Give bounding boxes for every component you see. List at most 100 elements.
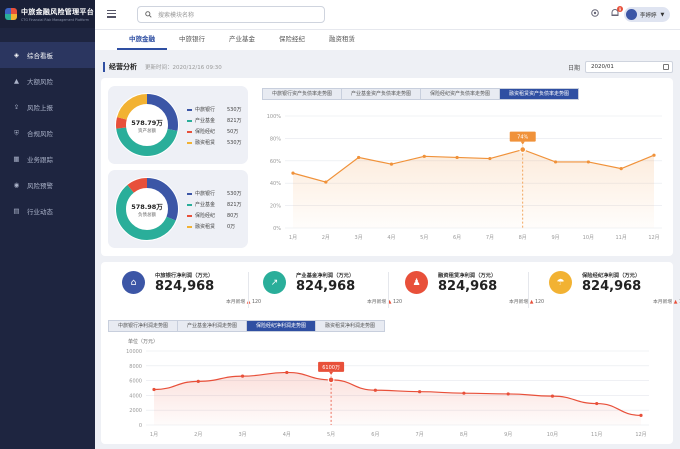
y-tick-label: 40%	[270, 181, 281, 187]
chart-tab-1[interactable]: 产业基金净利润走势图	[178, 321, 248, 331]
sidebar-menu: ◈ 综合看板 ▲ 大额风险 ⇪ 风险上报 ⛨ 合规风险 ▦ 业务跟踪 ◉ 风险预警 ▤ 行业动态	[0, 42, 95, 224]
data-point	[462, 391, 466, 395]
data-point	[652, 153, 656, 157]
bell-icon	[611, 9, 619, 16]
sidebar-item-3[interactable]: ⛨ 合规风险	[0, 120, 95, 146]
legend-name: 融资租赁	[195, 224, 216, 230]
asset-legend: 中旅银行 530万 产业基金 821万 保险经纪 50万 融资租赁 530万	[187, 104, 242, 148]
y-tick-label: 10000	[126, 349, 142, 355]
legend-value: 821万	[227, 118, 242, 124]
data-point	[389, 162, 394, 166]
legend-value: 530万	[227, 191, 242, 197]
legend-item: 融资租赁 530万	[187, 137, 242, 148]
sidebar-item-label: 风险预警	[27, 182, 53, 190]
data-point	[586, 160, 590, 164]
warning-icon: ◉	[13, 181, 20, 189]
x-tick-label: 3月	[238, 432, 246, 438]
sidebar-item-6[interactable]: ▤ 行业动态	[0, 198, 95, 224]
calendar-icon	[663, 64, 669, 70]
donut-slice	[116, 94, 178, 156]
kpi-note: 本月新增 ▲ 120	[509, 298, 544, 305]
legend-name: 中旅银行	[195, 107, 216, 113]
tab-4[interactable]: 融资租赁	[329, 35, 355, 43]
kpi-delta: 120	[392, 300, 403, 305]
data-point	[488, 156, 492, 161]
chart-tab-1[interactable]: 产业基金资产负债率走势图	[342, 89, 422, 99]
topbar: 搜索模块名称 9 李婷婷 ▼	[95, 0, 680, 30]
donut-slice	[116, 178, 178, 240]
menu-toggle-icon[interactable]	[107, 10, 116, 18]
notification-badge: 9	[617, 6, 623, 12]
x-tick-label: 9月	[504, 432, 512, 438]
x-tick-label: 11月	[615, 235, 626, 241]
y-tick-label: 0	[139, 423, 142, 429]
y-tick-label: 8000	[129, 364, 142, 370]
liability-legend: 中旅银行 530万 产业基金 821万 保险经纪 80万 融资租赁 0万	[187, 188, 242, 232]
y-tick-label: 20%	[270, 204, 281, 210]
tab-0[interactable]: 中旅金融	[117, 30, 167, 50]
y-tick-label: 0%	[273, 226, 281, 232]
tab-3[interactable]: 保险经纪	[279, 35, 305, 43]
chart-tab-2[interactable]: 保险经纪资产负债率走势图	[421, 89, 501, 99]
layers-icon: ◈	[14, 51, 19, 59]
user-name: 李婷婷	[640, 12, 657, 19]
legend-item: 中旅银行 530万	[187, 104, 242, 115]
x-tick-label: 8月	[519, 235, 527, 241]
kpi-card: ↗ 产业基金净利润（万元） 824,968 本月新增 ▲ 120	[263, 271, 402, 305]
company-tabs: 中旅金融 中旅银行 产业基金 保险经纪 融资租赁	[95, 30, 680, 50]
legend-swatch	[187, 214, 192, 217]
chart-tab-3[interactable]: 融资租赁净利润走势图	[325, 323, 376, 329]
sidebar-item-4[interactable]: ▦ 业务跟踪	[0, 146, 95, 172]
x-tick-label: 5月	[327, 432, 335, 438]
data-point	[196, 379, 200, 383]
search-icon	[145, 11, 152, 18]
app-title: 中旅金融风险管理平台	[21, 7, 94, 16]
highlight-label: 6100万	[322, 365, 340, 371]
date-value: 2020/01	[591, 64, 614, 70]
chart-tab-0[interactable]: 中旅银行资产负债率走势图	[263, 89, 343, 99]
kpi-delta: 120	[251, 300, 262, 305]
up-arrow-icon: ▲	[672, 300, 679, 305]
legend-item: 产业基金 821万	[187, 199, 242, 210]
chart-tab-0[interactable]: 中旅银行净利润走势图	[109, 321, 179, 331]
tab-1[interactable]: 中旅银行	[179, 35, 205, 43]
x-tick-label: 3月	[355, 235, 363, 241]
legend-swatch	[187, 130, 192, 133]
series-line	[153, 371, 642, 416]
kpi-card: ☂ 保险经纪净利润（万元）824,968 本月新增 ▲ 120	[549, 271, 680, 305]
chevron-down-icon: ▼	[660, 11, 665, 18]
x-tick-label: 12月	[635, 432, 646, 438]
sidebar-item-2[interactable]: ⇪ 风险上报	[0, 94, 95, 120]
debt-ratio-chart: 0% 20% 40% 60% 80% 100% 1月 2月 3月 4月 5月 6月 7月 8月 9月 10月 1…	[267, 114, 662, 241]
gear-icon[interactable]	[590, 8, 600, 18]
tab-2[interactable]: 产业基金	[229, 35, 255, 43]
kpi-note-text: 本月新增	[226, 300, 246, 305]
sidebar-item-label: 风险上报	[27, 104, 53, 112]
y-tick-label: 2000	[129, 408, 142, 414]
search-input[interactable]: 搜索模块名称	[137, 6, 325, 23]
x-tick-label: 4月	[283, 432, 291, 438]
chart-tab-2[interactable]: 保险经纪净利润走势图	[247, 321, 317, 331]
data-point	[357, 155, 361, 160]
kpi-card: ⌂ 中旅银行净利润（万元）824,968 本月新增 ▲ 120	[122, 271, 261, 305]
asset-total-label: 资产总额	[138, 129, 156, 134]
logo: 中旅金融风险管理平台 CTG Financial Risk Management…	[0, 0, 95, 28]
bell-button[interactable]: 9	[610, 6, 623, 20]
legend-value: 821万	[227, 202, 242, 208]
sidebar-item-5[interactable]: ◉ 风险预警	[0, 172, 95, 198]
x-tick-label: 6月	[371, 432, 379, 438]
data-point	[553, 160, 558, 164]
legend-name: 保险经纪	[195, 129, 216, 135]
sidebar-item-0[interactable]: ◈ 综合看板	[0, 42, 95, 68]
sidebar-item-1[interactable]: ▲ 大额风险	[0, 68, 95, 94]
kpi-note: 本月新增 ▲ 120	[367, 298, 402, 305]
y-tick-label: 60%	[270, 159, 281, 165]
data-point	[519, 146, 527, 153]
highlight-tooltip	[318, 361, 345, 372]
kpi-value: 824,968	[155, 279, 215, 294]
chart-tab-3[interactable]: 融资租赁资产负债率走势图	[500, 89, 579, 99]
trend-icon: ↗	[263, 271, 286, 294]
date-picker[interactable]: 2020/01	[585, 61, 673, 73]
user-menu[interactable]: 李婷婷 ▼	[624, 7, 670, 22]
data-point	[639, 413, 643, 417]
